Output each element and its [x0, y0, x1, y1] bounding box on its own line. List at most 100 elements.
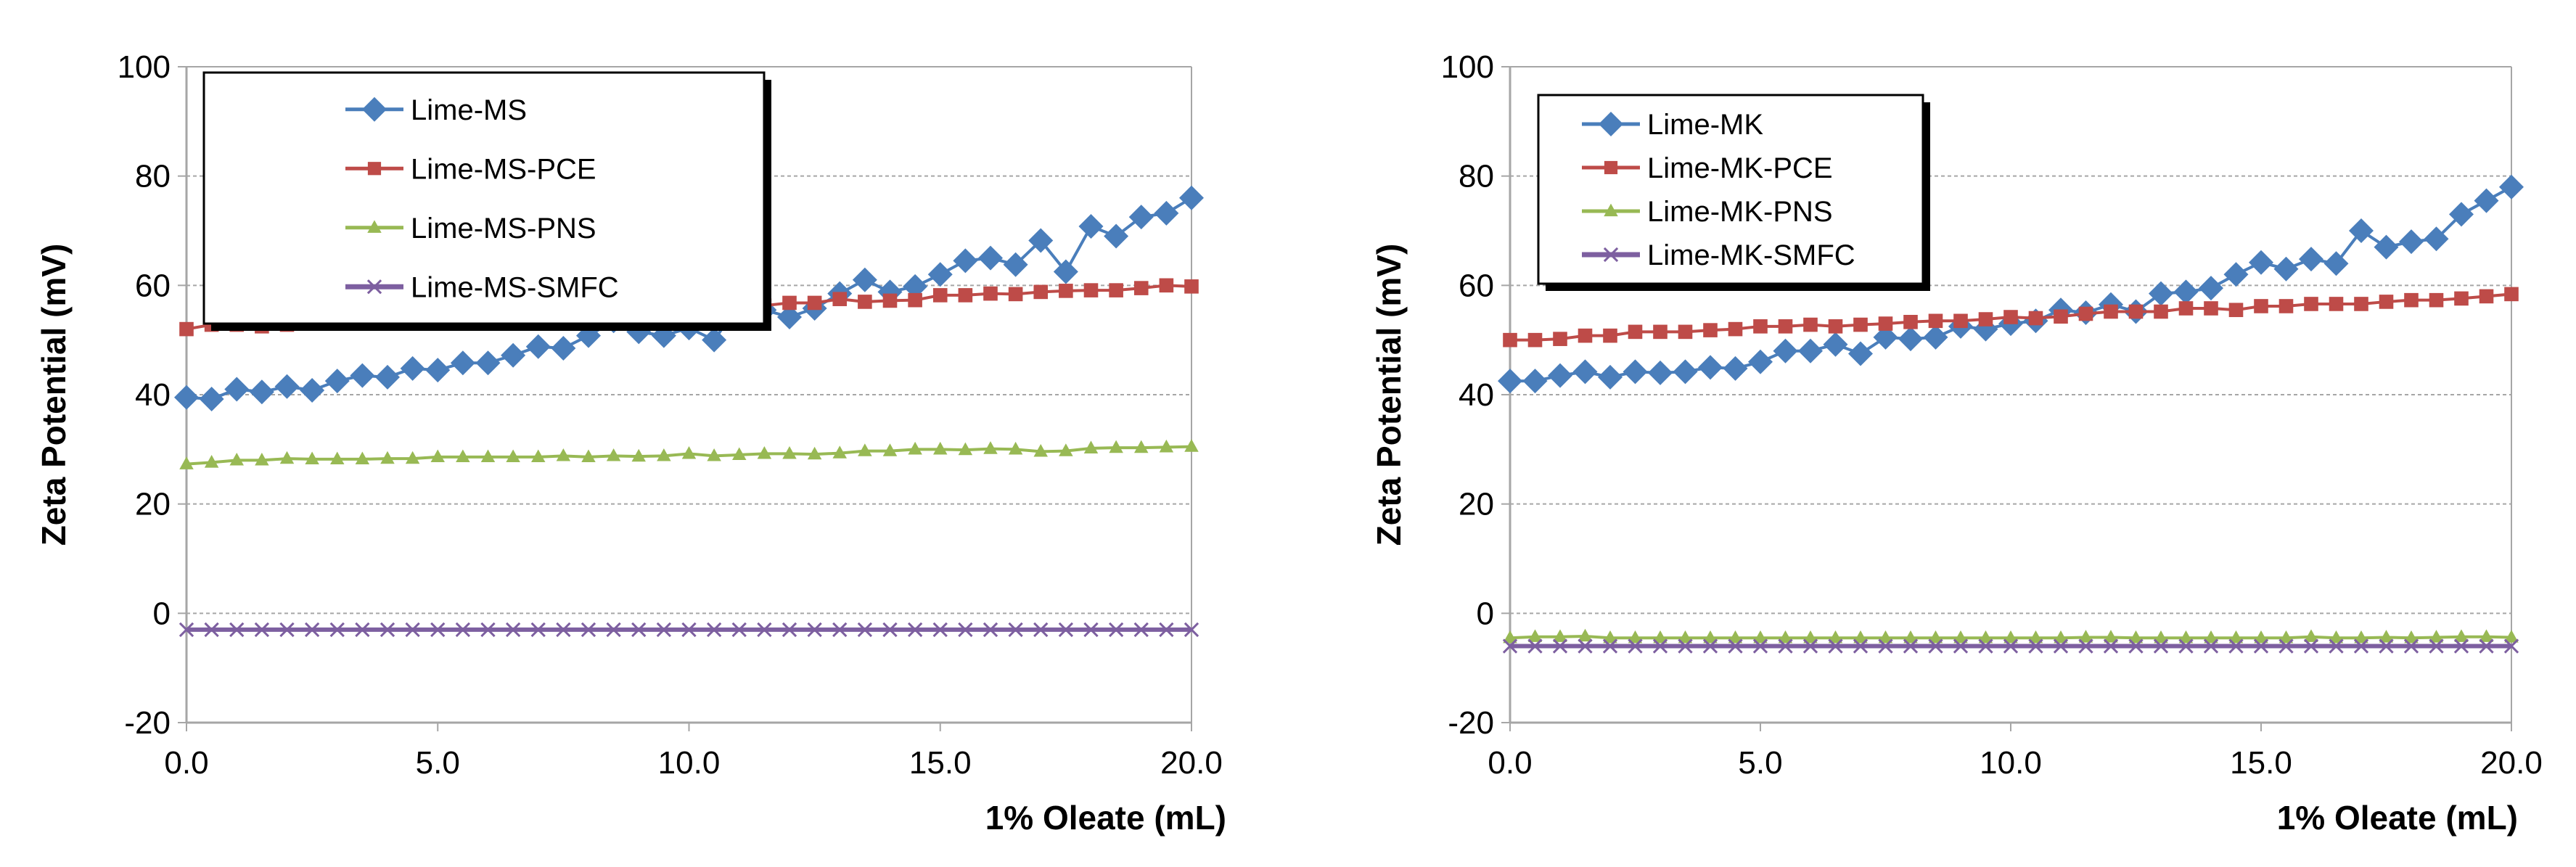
- square-marker: [2379, 295, 2394, 309]
- y-tick-label: 100: [1441, 49, 1494, 85]
- x-marker: [731, 622, 747, 638]
- y-tick-label: 60: [135, 268, 171, 303]
- x-tick-label: 20.0: [1160, 745, 1223, 781]
- x-marker: [2353, 638, 2369, 654]
- square-marker: [2329, 297, 2344, 311]
- diamond-marker: [1623, 359, 1648, 385]
- x-marker: [366, 279, 382, 295]
- legend-label: Lime-MK-SMFC: [1647, 239, 1855, 271]
- diamond-marker: [953, 248, 978, 274]
- square-marker: [2278, 299, 2294, 313]
- diamond-marker: [2223, 262, 2249, 287]
- square-marker: [2078, 306, 2093, 321]
- square-marker: [1753, 319, 1768, 334]
- diamond-marker: [1798, 338, 1823, 363]
- diamond-marker: [2474, 188, 2499, 213]
- x-marker: [1978, 638, 1993, 654]
- legend-box: [202, 71, 766, 325]
- diamond-marker: [1848, 341, 1873, 366]
- triangle-marker: [581, 449, 596, 463]
- diamond-marker: [1128, 205, 1154, 230]
- triangle-marker: [858, 443, 872, 456]
- diamond-marker: [350, 363, 375, 388]
- square-marker: [932, 288, 948, 303]
- x-marker: [1058, 622, 1074, 638]
- x-marker: [2479, 638, 2494, 654]
- legend-label: Lime-MK-PCE: [1647, 152, 1833, 184]
- diamond-marker: [1028, 228, 1054, 253]
- x-marker: [530, 622, 546, 638]
- x-marker: [1603, 247, 1619, 263]
- square-marker: [1527, 332, 1543, 348]
- x-marker: [556, 622, 571, 638]
- square-marker: [2254, 299, 2268, 313]
- x-tick-label: 15.0: [909, 745, 972, 781]
- diamond-marker: [2399, 229, 2424, 255]
- square-marker: [1008, 287, 1023, 302]
- square-marker: [1578, 328, 1593, 343]
- triangle-marker: [2154, 630, 2168, 644]
- x-marker: [505, 622, 521, 638]
- square-marker: [1503, 332, 1517, 348]
- x-marker: [983, 622, 998, 638]
- triangle-marker: [1728, 630, 1743, 644]
- square-marker: [1903, 315, 1918, 329]
- diamond-marker: [1154, 200, 1179, 226]
- triangle-marker: [1159, 439, 1174, 453]
- y-tick-label: 20: [1459, 487, 1494, 522]
- diamond-marker: [903, 274, 928, 299]
- triangle-marker: [1653, 630, 1668, 644]
- triangle-marker: [1778, 630, 1793, 644]
- diamond-marker: [1179, 185, 1204, 210]
- triangle-marker: [355, 451, 370, 465]
- square-marker: [882, 293, 898, 308]
- x-marker: [1878, 638, 1893, 654]
- diamond-marker: [300, 377, 325, 403]
- y-tick-label: 80: [135, 159, 171, 194]
- triangle-marker: [330, 451, 345, 465]
- x-axis-label: 1% Oleate (mL): [985, 799, 1226, 837]
- triangle-marker: [807, 446, 822, 460]
- diamond-marker: [501, 342, 526, 368]
- square-marker: [1953, 313, 1968, 329]
- triangle-marker: [1828, 630, 1843, 644]
- square-marker: [2304, 297, 2318, 311]
- square-marker: [2028, 311, 2043, 326]
- x-marker: [1652, 638, 1668, 654]
- square-marker: [1159, 278, 1174, 293]
- y-tick-label: 100: [118, 49, 171, 85]
- diamond-marker: [2149, 281, 2173, 306]
- triangle-marker: [2479, 629, 2494, 642]
- diamond-marker: [1104, 223, 1129, 249]
- diamond-marker: [1698, 355, 1723, 380]
- x-marker: [1828, 638, 1843, 654]
- triangle-marker: [1928, 630, 1943, 644]
- legend-label: Lime-MS-PCE: [411, 153, 596, 185]
- triangle-marker: [279, 451, 295, 464]
- diamond-marker: [927, 262, 953, 287]
- x-marker: [882, 622, 898, 638]
- diamond-marker: [1823, 332, 1848, 357]
- triangle-marker: [2454, 629, 2469, 642]
- x-tick-label: 0.0: [1488, 745, 1532, 781]
- triangle-marker: [2304, 629, 2318, 642]
- diamond-marker: [199, 387, 224, 412]
- triangle-marker: [229, 453, 244, 466]
- x-marker: [2253, 638, 2269, 654]
- triangle-marker: [1083, 440, 1099, 453]
- x-marker: [757, 622, 772, 638]
- diamond-marker: [525, 334, 551, 359]
- diamond-marker: [224, 377, 250, 402]
- x-marker: [1702, 638, 1718, 654]
- y-tick-label: 40: [135, 377, 171, 413]
- legend-label: Lime-MS-PNS: [411, 213, 596, 245]
- triangle-marker: [255, 453, 269, 466]
- x-marker: [1159, 622, 1174, 638]
- diamond-marker: [1598, 364, 1623, 390]
- triangle-marker: [832, 445, 847, 459]
- triangle-marker: [480, 449, 496, 463]
- x-marker: [656, 622, 672, 638]
- x-tick-label: 15.0: [2230, 745, 2292, 781]
- square-marker: [2054, 309, 2068, 324]
